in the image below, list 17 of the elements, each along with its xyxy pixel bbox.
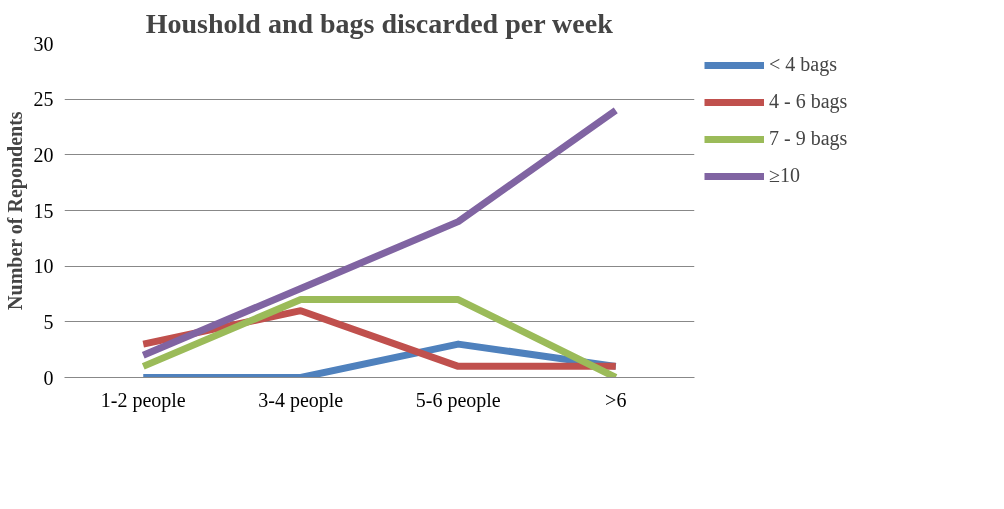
legend-label: < 4 bags xyxy=(769,53,837,76)
x-tick-label: 5-6 people xyxy=(415,388,501,412)
y-tick-label: 30 xyxy=(33,32,54,55)
chart-title: Houshold and bags discarded per week xyxy=(145,7,614,39)
y-tick-label: 10 xyxy=(33,255,54,278)
y-tick-label: 15 xyxy=(33,199,54,222)
legend-label: ≥10 xyxy=(769,164,800,187)
x-tick-label: 1-2 people xyxy=(100,388,186,412)
y-tick-label: 25 xyxy=(33,88,54,111)
y-axis-title: Number of Repondents xyxy=(3,111,27,310)
legend-label: 4 - 6 bags xyxy=(769,90,848,113)
x-tick-label: >6 xyxy=(605,388,627,411)
y-tick-label: 20 xyxy=(33,143,54,166)
y-tick-label: 0 xyxy=(43,366,54,389)
x-tick-label: 3-4 people xyxy=(258,388,344,412)
legend-label: 7 - 9 bags xyxy=(769,127,848,150)
y-tick-label: 5 xyxy=(43,310,54,333)
